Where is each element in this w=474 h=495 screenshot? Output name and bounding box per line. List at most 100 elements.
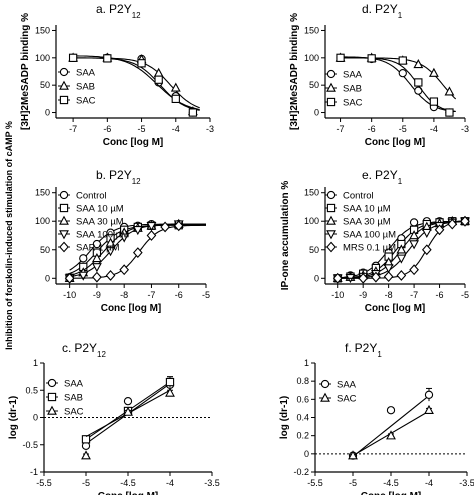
series-mrs-0-1-m [332,215,470,284]
y-tick-label: 0.8 [296,376,309,386]
legend-marker [326,190,336,200]
legend-label: Control [76,191,107,202]
legend-label: SAA [64,379,84,390]
panel-f-title: f. P2Y1 [345,341,382,359]
y-tick-label: 100 [35,53,50,63]
legend-label: SAA 100 µM [76,230,129,241]
legend-label: SAR 1 µM [76,243,120,254]
legend-marker [326,69,336,79]
data-point [79,254,88,263]
title-letter: a. [96,2,106,16]
x-tick-label: -3.5 [459,478,474,488]
data-point [119,233,130,243]
data-point [105,270,116,281]
x-tick-label: -4 [425,478,433,488]
data-point [91,263,102,273]
data-point [424,404,434,414]
data-point [91,252,102,263]
data-point [445,108,454,117]
data-point [123,396,133,406]
legend-marker [326,215,336,225]
data-point [409,230,420,240]
y-axis-label: [3H]2MeSADP binding % [20,13,31,130]
data-point [146,222,157,232]
legend-marker [59,241,69,253]
data-point [132,247,143,259]
data-point [165,387,175,397]
y-tick-label: 150 [35,188,50,198]
data-point [92,271,102,283]
x-tick-label: -7 [337,124,345,134]
y-tick-label: 1 [304,358,309,368]
legend-marker [47,405,57,415]
legend-label: MRS 0.1 µM [343,243,396,254]
panel-a-title: a. P2Y12 [96,2,141,20]
data-point [132,226,143,236]
legend-marker [59,67,69,77]
y-axis-label: log (dr-1) [279,396,290,439]
series-saa [348,387,434,460]
legend-label: SAA [337,380,357,391]
title-base: P2Y [109,2,132,16]
legend-marker [326,230,336,240]
data-point [398,56,407,65]
data-point [429,97,439,106]
y-tick-label: 50 [40,245,50,255]
series-sac [81,387,175,460]
x-tick-label: -10 [63,290,76,300]
data-point [421,228,432,239]
data-point [409,240,420,250]
x-axis-label: Conc [log M] [101,303,162,314]
regression-line [352,395,430,457]
title-subscript: 1 [398,177,403,186]
panel-e: e. P2Y1 -10 -9 -8 -7 -6 -5 0 50 100 150 Conc [log M]… [280,168,470,314]
x-tick-label: -5 [349,478,357,488]
panel-f: f. P2Y1-5.5 -5 -4.5 -4 -3.5-0.200.20.40.60.81… [279,341,474,495]
data-point [81,450,91,460]
legend-marker [59,190,69,200]
title-letter: b. [96,168,106,182]
panel-d: d. P2Y1 -7 -6 -5 -4 -3 0 50 100 150 Conc [log M] [3H… [289,2,469,148]
data-point [154,75,163,84]
data-point [383,271,394,283]
title-base: P2Y [74,341,97,355]
legend-label: SAA [76,68,96,79]
title-subscript: 12 [97,350,106,359]
y-tick-label: 50 [309,80,319,90]
y-tick-label: 50 [309,245,319,255]
x-axis-label: Conc [log M] [365,137,426,148]
x-tick-label: -6 [436,290,444,300]
y-tick-label: -0.5 [22,440,38,450]
data-point [386,406,396,415]
y-tick-label: 0.2 [296,431,309,441]
legend-label: SAA 30 µM [343,217,391,228]
legend-marker [326,241,336,253]
data-point [188,108,198,117]
data-point [386,430,396,440]
legend-label: SAB [343,84,362,95]
series-sac [348,404,434,460]
data-point [170,82,181,92]
legend: SAA SAB SAC [325,70,363,109]
y-axis-label: log (dr-1) [8,396,19,439]
title-letter: e. [362,168,372,182]
panel-d-title: d. P2Y1 [362,2,403,20]
data-point [396,270,407,281]
x-tick-label: -4.5 [383,478,399,488]
data-point [444,86,455,96]
legend-marker [59,230,69,240]
title-subscript: 12 [132,177,141,186]
data-point [371,271,381,283]
data-point [173,220,184,232]
x-tick-label: -6 [175,290,183,300]
series-sac [336,53,456,117]
y-tick-label: 0 [45,108,50,118]
data-point [171,94,180,104]
x-tick-label: -5.5 [307,478,323,488]
x-tick-label: -7 [147,290,155,300]
y-axis-label: [3H]2MeSADP binding % [289,13,300,130]
y-tick-label: 0 [304,449,309,459]
x-tick-label: -3 [206,124,214,134]
data-point [428,67,439,77]
